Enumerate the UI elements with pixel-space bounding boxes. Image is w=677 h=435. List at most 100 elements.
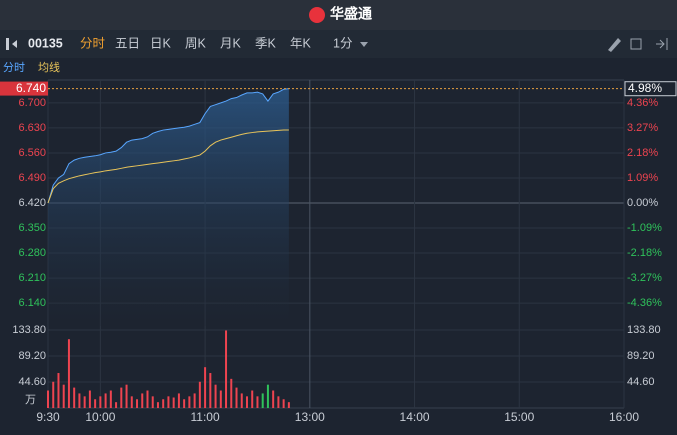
- volume-bar: [188, 396, 191, 408]
- collapse-arrow[interactable]: [12, 40, 17, 48]
- y-tick-label: 6.140: [18, 297, 46, 309]
- volume-bar: [272, 390, 275, 408]
- volume-bar: [115, 402, 118, 408]
- y2-tick-label: 1.09%: [627, 172, 658, 184]
- volume-bar: [251, 390, 254, 408]
- last-change-box: [624, 81, 677, 97]
- tab[interactable]: 月K: [220, 36, 242, 50]
- y-tick-label: 6.560: [18, 147, 46, 159]
- volume-bar: [78, 393, 81, 408]
- tab[interactable]: 五日: [115, 36, 140, 50]
- series-line: [47, 129, 289, 204]
- volume-bar: [225, 330, 228, 408]
- tab[interactable]: 年K: [290, 36, 312, 50]
- volume-bar: [47, 390, 49, 408]
- volume-bar: [88, 390, 91, 408]
- volume-bar: [198, 381, 201, 408]
- x-tick-label: 10:00: [85, 410, 115, 424]
- window-icon[interactable]: [630, 38, 642, 50]
- legend-label[interactable]: 分时: [3, 61, 25, 74]
- volume-bar: [104, 393, 107, 408]
- tab[interactable]: 周K: [185, 36, 207, 50]
- interval[interactable]: 1分: [333, 36, 352, 50]
- x-tick-label: 11:00: [191, 410, 220, 424]
- volume-bar: [256, 396, 259, 408]
- tab[interactable]: 季K: [255, 36, 277, 50]
- volume-bar: [266, 384, 269, 408]
- dropdown-arrow[interactable]: [360, 42, 368, 47]
- volume-bar: [240, 393, 243, 408]
- volume-bar: [172, 397, 175, 408]
- volume-bar: [261, 393, 264, 408]
- volume-bar: [219, 390, 222, 408]
- y2-tick-label: -3.27%: [627, 272, 662, 284]
- volume-tick-label: 44.60: [627, 376, 655, 388]
- x-tick-label: 9:30: [36, 410, 60, 424]
- symbol: 00135: [28, 36, 63, 50]
- x-tick-label: 16:00: [609, 410, 639, 424]
- y-tick-label: 6.630: [18, 122, 46, 134]
- legend-label[interactable]: 均线: [38, 60, 60, 74]
- y2-tick-label: -4.36%: [627, 297, 662, 309]
- price-area: [48, 88, 289, 327]
- volume-bar: [52, 381, 55, 408]
- y-tick-label: 6.420: [18, 197, 46, 209]
- volume-tick-label: 133.80: [627, 324, 661, 336]
- volume-bar: [235, 387, 238, 408]
- volume-bar: [183, 399, 186, 408]
- volume-bar: [146, 390, 149, 408]
- expand-icon[interactable]: [656, 38, 668, 50]
- tab[interactable]: 日K: [150, 36, 172, 50]
- y2-tick-label: 0.00%: [627, 197, 658, 209]
- toolbar: [0, 30, 677, 58]
- y2-tick-label: 2.18%: [627, 147, 658, 159]
- volume-bar: [125, 384, 128, 408]
- volume-bar: [67, 339, 70, 408]
- volume-tick-label: 89.20: [627, 350, 655, 362]
- volume-bar: [282, 399, 285, 408]
- y2-tick-label: -2.18%: [627, 247, 662, 259]
- volume-bar: [167, 396, 170, 408]
- y-tick-label: 6.700: [18, 97, 46, 109]
- x-tick-label: 13:00: [295, 410, 325, 424]
- volume-bar: [62, 384, 65, 408]
- volume-bar: [204, 367, 207, 408]
- x-tick-label: 14:00: [400, 410, 430, 424]
- volume-bar: [94, 399, 97, 408]
- y-tick-label: 6.280: [18, 247, 46, 259]
- y-tick-label: 6.210: [18, 272, 46, 284]
- volume-bar: [130, 396, 133, 408]
- collapse-icon[interactable]: [6, 38, 9, 50]
- volume-bar: [120, 387, 123, 408]
- volume-tick-label: 133.80: [12, 324, 46, 336]
- volume-bar: [193, 393, 196, 408]
- volume-bar: [177, 393, 180, 408]
- volume-tick-label: 44.60: [18, 376, 46, 388]
- volume-bar: [245, 396, 248, 408]
- y2-tick-label: 3.27%: [627, 122, 658, 134]
- volume-bar: [99, 396, 102, 408]
- volume-bar: [109, 390, 112, 408]
- legend-bar: [0, 58, 677, 78]
- series-line: [47, 88, 289, 204]
- y2-tick-label: 4.36%: [627, 97, 658, 109]
- volume-bar: [83, 396, 86, 408]
- volume-bar: [141, 393, 144, 408]
- last-price-label: 6.740: [16, 81, 46, 95]
- volume-bar: [156, 402, 159, 408]
- volume-bar: [287, 402, 290, 408]
- logo: [309, 7, 325, 23]
- volume-bar: [57, 373, 60, 408]
- volume-bar: [277, 396, 280, 408]
- volume-bar: [209, 373, 212, 408]
- header-bar: [0, 0, 677, 30]
- volume-bar: [151, 396, 154, 408]
- last-price-box: [0, 81, 48, 96]
- y-tick-label: 6.490: [18, 172, 46, 184]
- draw-icon[interactable]: [608, 38, 621, 52]
- volume-bar: [73, 387, 76, 408]
- volume-unit: 万: [25, 394, 36, 406]
- tab[interactable]: 分时: [80, 36, 106, 50]
- y-tick-label: 6.350: [18, 222, 46, 234]
